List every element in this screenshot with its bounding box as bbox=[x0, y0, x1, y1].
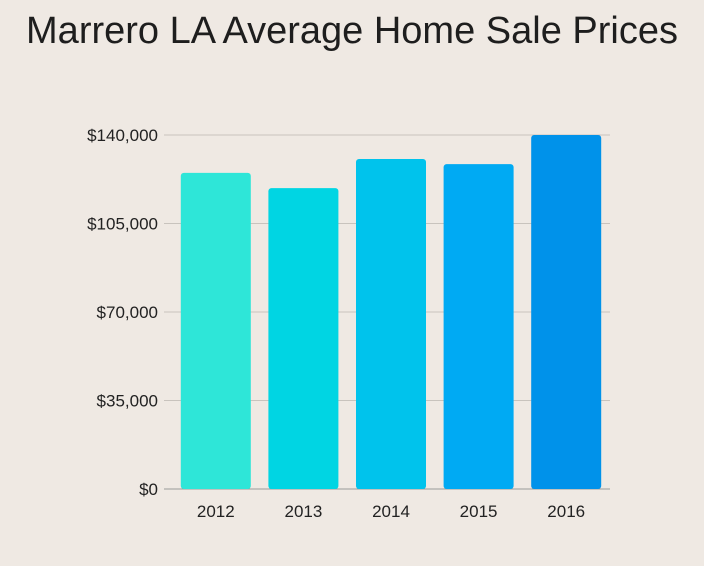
y-tick-label: $70,000 bbox=[97, 303, 158, 322]
x-tick-label: 2014 bbox=[372, 502, 410, 521]
bar-2012 bbox=[180, 172, 251, 489]
x-tick-label: 2015 bbox=[460, 502, 498, 521]
y-tick-label: $35,000 bbox=[97, 392, 158, 411]
bars bbox=[180, 135, 602, 490]
x-tick-label: 2016 bbox=[547, 502, 585, 521]
y-tick-label: $0 bbox=[139, 480, 158, 499]
bar-2016 bbox=[531, 135, 602, 489]
x-tick-label: 2013 bbox=[284, 502, 322, 521]
y-tick-label: $105,000 bbox=[87, 215, 158, 234]
x-tick-label: 2012 bbox=[197, 502, 235, 521]
y-axis: $0 $35,000 $70,000 $105,000 $140,000 bbox=[87, 126, 158, 499]
chart-title: Marrero LA Average Home Sale Prices bbox=[26, 10, 678, 52]
bar-2015 bbox=[443, 164, 514, 490]
bar-2014 bbox=[356, 159, 426, 489]
y-tick-label: $140,000 bbox=[87, 126, 158, 145]
bar-2013 bbox=[268, 188, 339, 489]
x-axis: 2012 2013 2014 2015 2016 bbox=[197, 502, 585, 521]
